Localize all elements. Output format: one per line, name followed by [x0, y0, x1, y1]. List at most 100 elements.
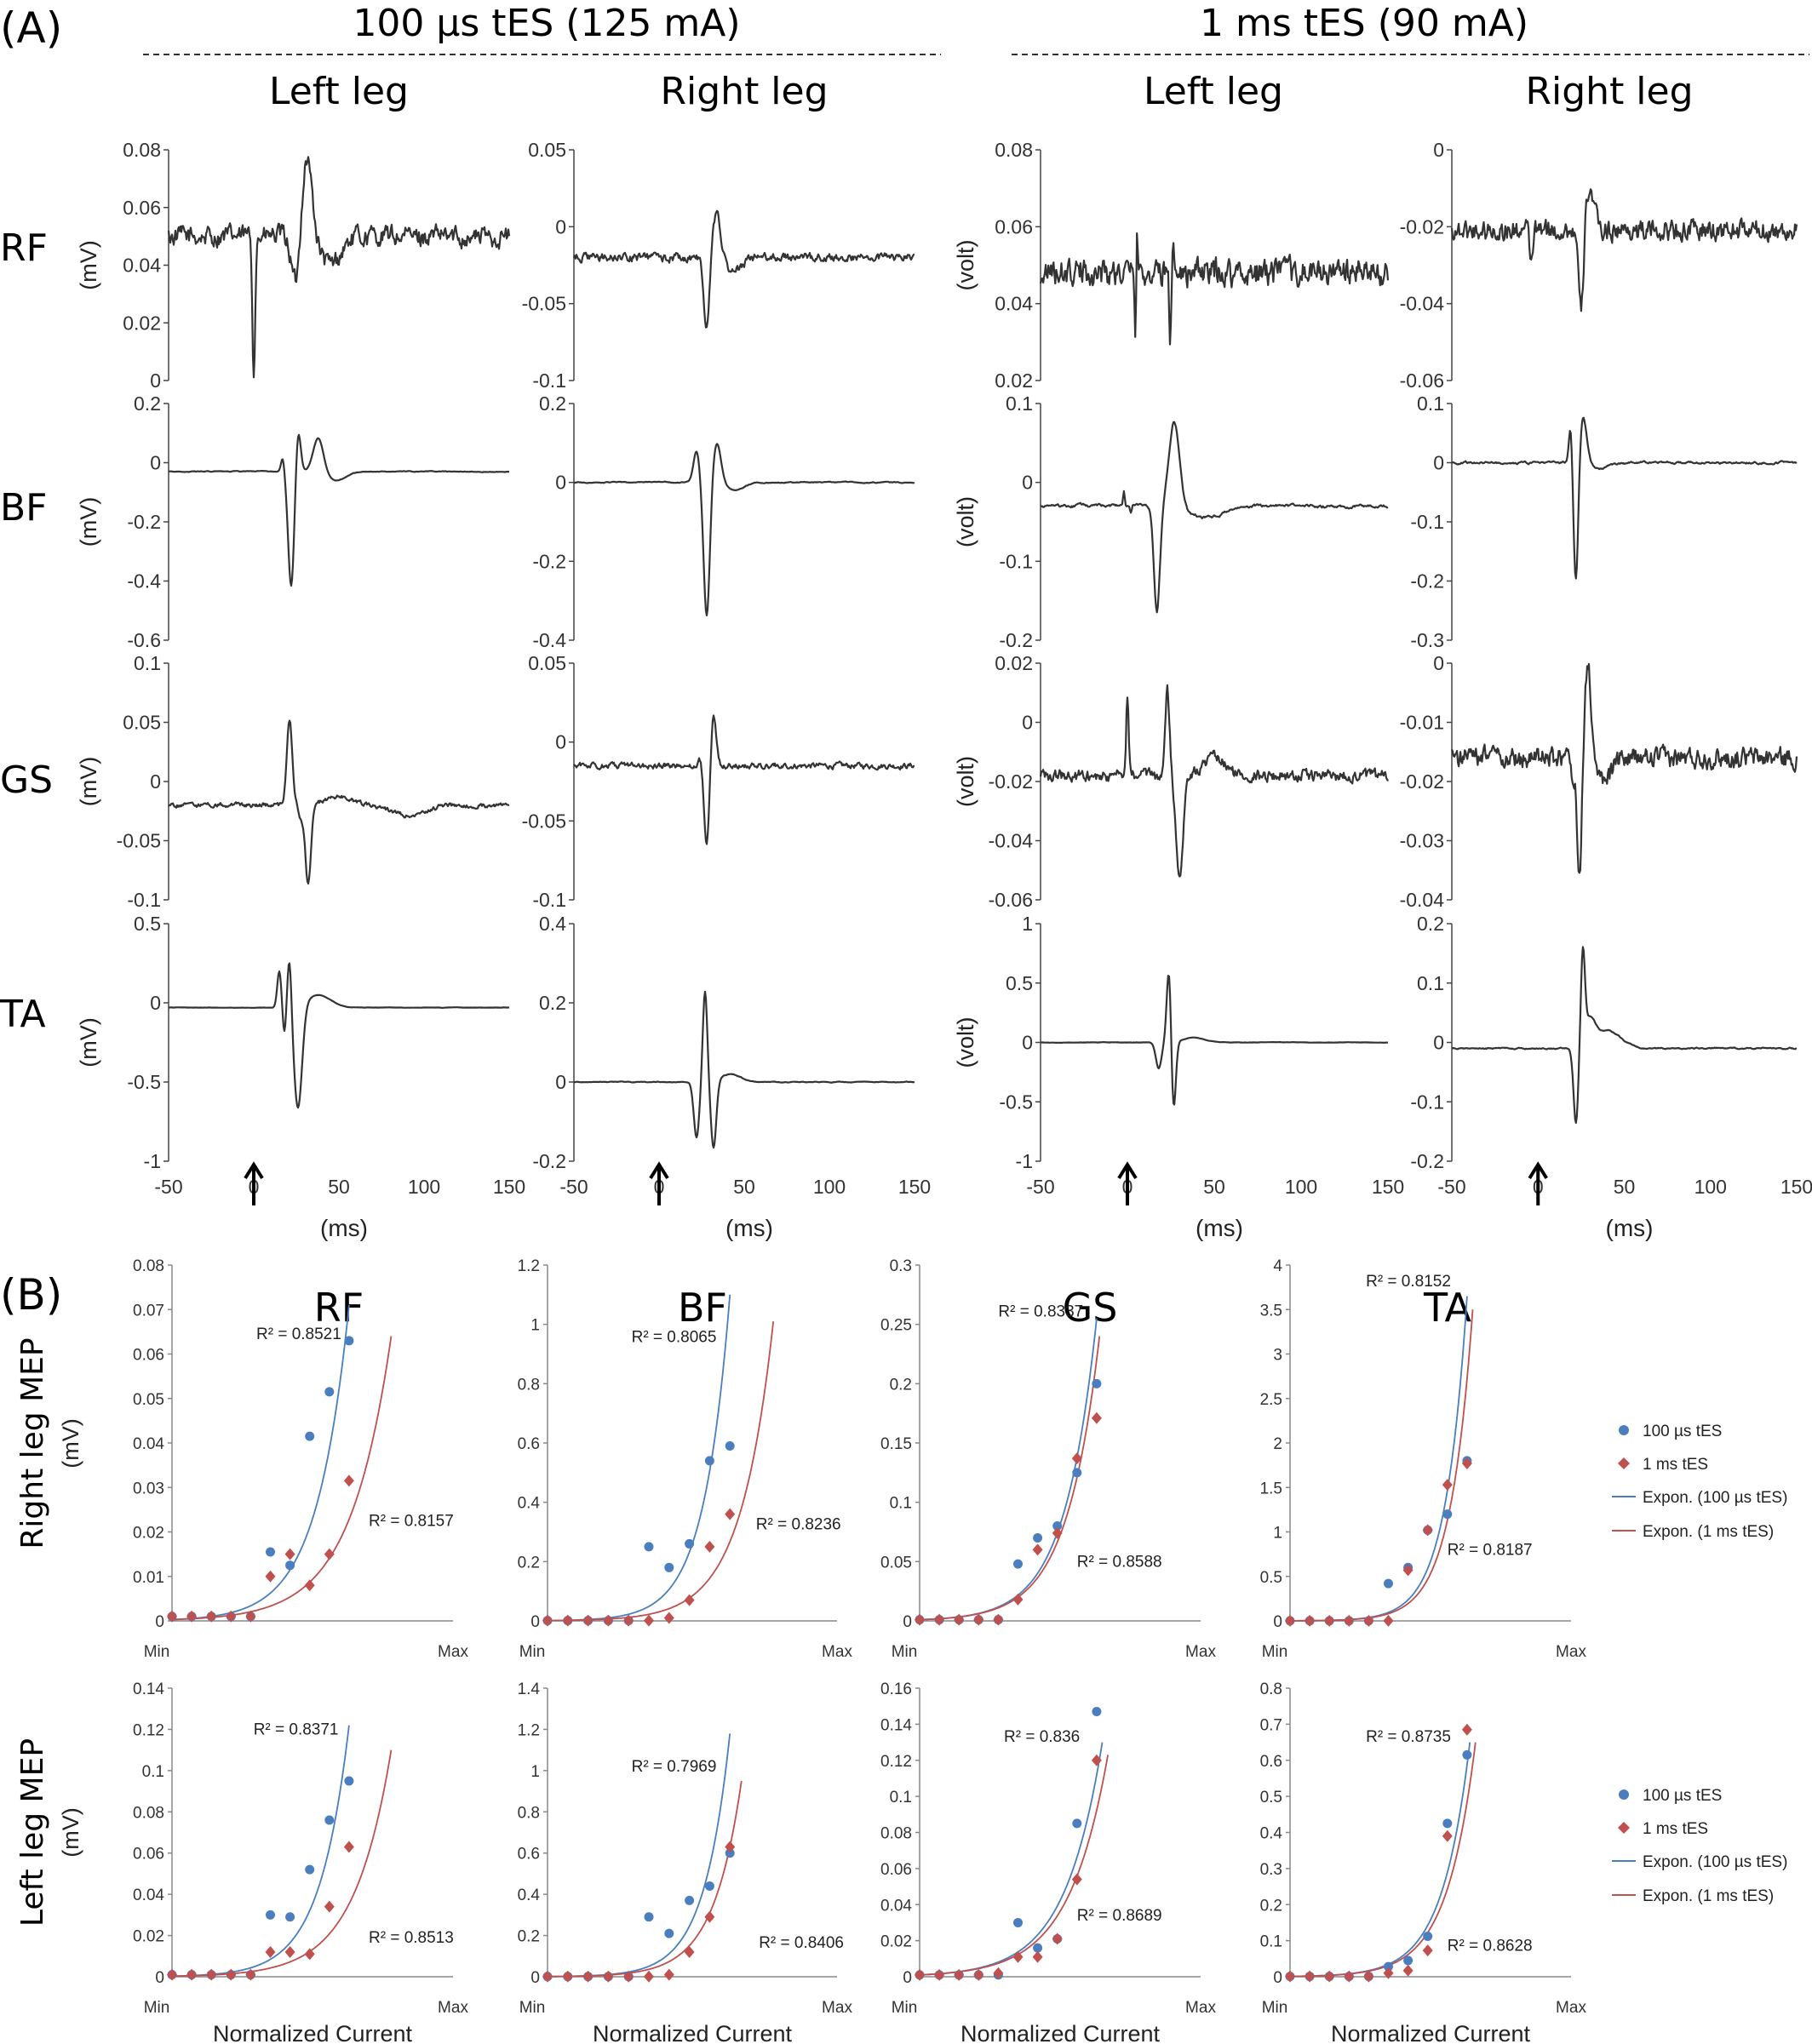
- mep-right-bf-r2-100us: R² = 0.8065: [632, 1328, 717, 1346]
- y-tick-label: 0.6: [518, 1435, 540, 1453]
- x-axis-label: Normalized Current: [960, 2021, 1161, 2044]
- x-tick-label: 150: [1372, 1176, 1404, 1198]
- y-tick-label: -0.2: [532, 1150, 566, 1172]
- mep-left-gs-point-1ms: [1052, 1932, 1063, 1945]
- y-tick-label: 0.1: [1417, 392, 1444, 415]
- trace-ta-1ms-left: [1040, 975, 1389, 1106]
- mep-left-rf-point-100us: [266, 1909, 275, 1920]
- x-tick-label: -50: [1437, 1176, 1465, 1198]
- x-tick-min: Min: [892, 1999, 918, 2017]
- legend-label-1ms: 1 ms tES: [1643, 1820, 1708, 1838]
- y-tick-label: -0.6: [127, 629, 161, 651]
- y-tick-label: 0.2: [539, 392, 566, 415]
- y-tick-label: 0.06: [880, 1861, 912, 1879]
- x-tick-label: 50: [733, 1176, 755, 1198]
- mep-left-rf-point-1ms: [343, 1841, 354, 1853]
- mep-right-bf-point-100us: [725, 1440, 735, 1451]
- y-tick-label: 0.04: [995, 293, 1033, 315]
- muscle-label-gs: GS: [0, 759, 53, 802]
- mep-right-ta-r2-100us: R² = 0.8152: [1366, 1273, 1451, 1291]
- mep-right-bf-point-1ms: [603, 1614, 614, 1627]
- mep-right-ta-point-1ms: [1383, 1614, 1394, 1627]
- arrow-up-icon: [244, 1161, 264, 1205]
- mep-right-gs-r2-100us: R² = 0.8337: [998, 1303, 1083, 1320]
- mep-left-gs-point-100us: [1013, 1917, 1023, 1927]
- mep-left-gs-point-1ms: [1071, 1873, 1082, 1886]
- legend-label-1ms: 1 ms tES: [1643, 1456, 1708, 1474]
- y-tick-label: 0.06: [133, 1846, 164, 1864]
- x-tick-label: 100: [1694, 1176, 1727, 1198]
- panel-a-label: (A): [0, 3, 62, 53]
- mep-left-rf-point-1ms: [226, 1968, 237, 1981]
- y-tick-label: 0.14: [880, 1716, 912, 1734]
- y-tick-label: 1: [1022, 913, 1033, 935]
- mep-right-rf-point-1ms: [304, 1579, 315, 1592]
- trace-bf-100us-left: [168, 433, 510, 587]
- y-tick-label: -0.04: [1400, 293, 1445, 315]
- mep-left-ta-point-100us: [1462, 1749, 1472, 1760]
- mep-right-ta-fit-100us: [1290, 1296, 1468, 1622]
- y-unit-label: (volt): [953, 496, 978, 547]
- y-tick-label: -0.1: [532, 889, 566, 911]
- mep-right-bf-point-1ms: [663, 1612, 674, 1624]
- y-tick-label: 0: [155, 1613, 164, 1631]
- trace-bf-1ms-left: [1040, 421, 1389, 614]
- y-tick-label: -0.05: [117, 830, 161, 852]
- y-tick-label: -0.4: [127, 570, 161, 593]
- y-tick-label: 3.5: [1260, 1302, 1282, 1320]
- mep-left-rf-point-1ms: [265, 1945, 276, 1958]
- mep-right-bf-point-1ms: [582, 1614, 593, 1627]
- mep-left-bf-fit-1ms: [547, 1780, 743, 1978]
- y-tick-label: 0: [1022, 712, 1033, 734]
- mep-right-ta-point-1ms: [1344, 1614, 1355, 1627]
- x-tick-min: Min: [144, 1643, 170, 1661]
- y-tick-label: 0.08: [880, 1825, 912, 1843]
- y-tick-label: 1.4: [518, 1680, 541, 1698]
- y-tick-label: 0: [555, 215, 566, 238]
- y-tick-label: -0.02: [1400, 215, 1444, 238]
- mep-right-ta-point-100us: [1384, 1578, 1393, 1589]
- mep-right-ta-point-100us: [1442, 1509, 1453, 1520]
- mep-left-bf-point-1ms: [603, 1970, 614, 1983]
- legend-left-leg: [1612, 1789, 1636, 1896]
- y-tick-label: 0.1: [890, 1495, 912, 1513]
- mep-right-rf-point-100us: [305, 1431, 315, 1441]
- mep-left-bf-point-100us: [644, 1912, 654, 1922]
- y-tick-label: 0.2: [539, 992, 566, 1014]
- y-unit-label: (volt): [953, 240, 978, 291]
- mep-left-ta-fit-1ms: [1290, 1742, 1477, 1978]
- mep-left-bf-point-1ms: [562, 1970, 573, 1983]
- y-tick-label: 0.2: [518, 1554, 540, 1572]
- x-axis-label: Normalized Current: [593, 2021, 793, 2044]
- x-tick-max: Max: [822, 1643, 852, 1661]
- y-tick-label: 0: [530, 1613, 540, 1631]
- y-tick-label: -0.04: [1400, 889, 1445, 911]
- y-tick-label: 0.8: [1260, 1680, 1282, 1698]
- y-tick-label: -0.05: [522, 293, 566, 315]
- x-tick-min: Min: [1262, 1643, 1288, 1661]
- y-unit-label: (volt): [953, 1017, 978, 1068]
- mep-right-gs-point-1ms: [1091, 1411, 1102, 1424]
- x-tick-max: Max: [438, 1643, 468, 1661]
- mep-right-gs-r2-1ms: R² = 0.8588: [1077, 1553, 1162, 1571]
- mep-right-bf-r2-1ms: R² = 0.8236: [756, 1515, 841, 1533]
- mep-right-ta-point-1ms: [1442, 1479, 1453, 1491]
- condition-title-1ms: 1 ms tES (90 mA): [1200, 2, 1528, 45]
- mep-left-rf-point-1ms: [206, 1968, 217, 1981]
- y-tick-label: 0.8: [518, 1376, 540, 1394]
- x-tick-min: Min: [1262, 1999, 1288, 2017]
- mep-right-ta-fit-1ms: [1290, 1309, 1474, 1622]
- y-tick-label: 0: [1273, 1969, 1282, 1987]
- trace-rf-100us-right: [572, 209, 915, 329]
- x-tick-min: Min: [892, 1643, 918, 1661]
- y-tick-label: 0.03: [133, 1480, 164, 1497]
- legend-label-100us: 100 µs tES: [1643, 1423, 1722, 1440]
- trace-rf-100us-left: [167, 156, 511, 379]
- y-tick-label: -0.5: [127, 1071, 161, 1093]
- y-tick-label: 0.04: [880, 1897, 912, 1915]
- mep-left-gs-point-1ms: [1012, 1950, 1024, 1963]
- mep-right-rf-point-1ms: [167, 1610, 177, 1623]
- muscle-label-bf: BF: [0, 486, 48, 530]
- arrow-up-icon: [649, 1161, 669, 1205]
